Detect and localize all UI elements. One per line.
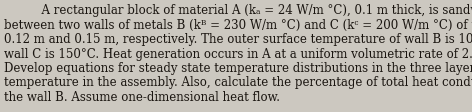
Text: temperature in the assembly. Also, calculate the percentage of total heat conduc: temperature in the assembly. Also, calcu… xyxy=(4,76,472,89)
Text: A rectangular block of material A (kₐ = 24 W/m °C), 0.1 m thick, is sandwiched: A rectangular block of material A (kₐ = … xyxy=(4,4,472,17)
Text: the wall B. Assume one-dimensional heat flow.: the wall B. Assume one-dimensional heat … xyxy=(4,91,280,104)
Text: between two walls of metals B (kᴮ = 230 W/m °C) and C (kᶜ = 200 W/m °C) of thick: between two walls of metals B (kᴮ = 230 … xyxy=(4,19,472,32)
Text: wall C is 150°C. Heat generation occurs in A at a uniform volumetric rate of 2.5: wall C is 150°C. Heat generation occurs … xyxy=(4,48,472,61)
Text: 0.12 m and 0.15 m, respectively. The outer surface temperature of wall B is 100°: 0.12 m and 0.15 m, respectively. The out… xyxy=(4,33,472,46)
Text: Develop equations for steady state temperature distributions in the three layers: Develop equations for steady state tempe… xyxy=(4,62,472,75)
